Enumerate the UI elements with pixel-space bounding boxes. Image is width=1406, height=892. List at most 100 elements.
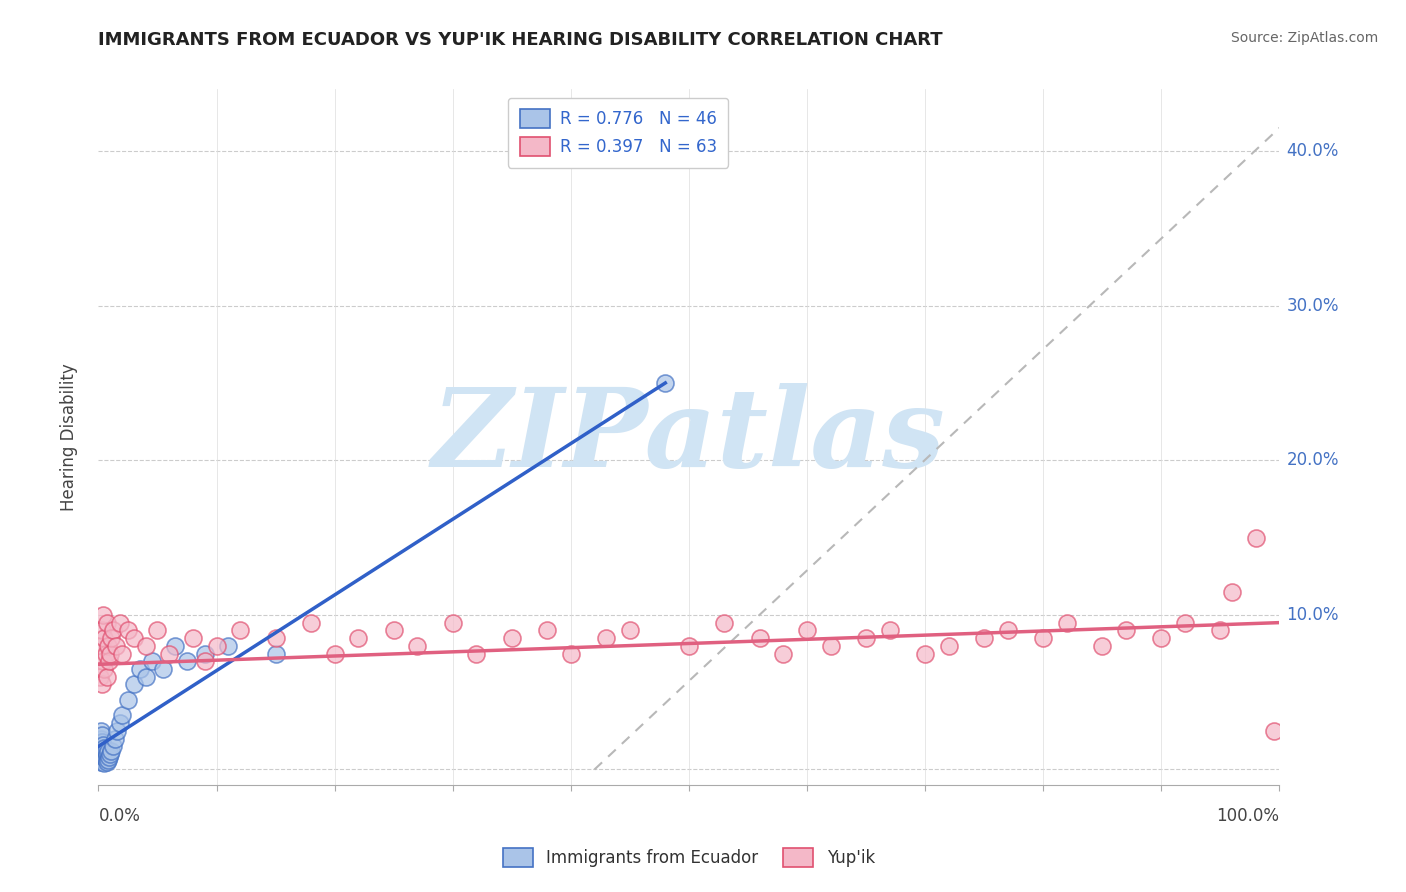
Point: [97, 753, 120, 767]
Point: [997, 624, 1019, 638]
Point: [89, 747, 111, 761]
Point: [90, 731, 112, 746]
Point: [264, 631, 287, 645]
Point: [93, 756, 115, 771]
Text: ZIPatlas: ZIPatlas: [432, 384, 946, 491]
Point: [91, 744, 114, 758]
Point: [595, 631, 617, 645]
Text: 10.0%: 10.0%: [1286, 606, 1339, 624]
Point: [100, 631, 122, 645]
Point: [104, 731, 127, 746]
Point: [194, 654, 217, 668]
Point: [100, 744, 122, 758]
Point: [713, 615, 735, 630]
Point: [93, 740, 115, 755]
Point: [654, 144, 676, 158]
Point: [122, 677, 145, 691]
Point: [98, 654, 121, 668]
Point: [1220, 584, 1243, 599]
Point: [117, 624, 139, 638]
Point: [94, 744, 117, 758]
Point: [938, 639, 960, 653]
Point: [619, 624, 641, 638]
Point: [91, 738, 114, 752]
Point: [97, 639, 120, 653]
Point: [1032, 631, 1054, 645]
Point: [90, 723, 112, 738]
Point: [105, 639, 128, 653]
Point: [501, 631, 523, 645]
Point: [93, 662, 115, 676]
Point: [141, 654, 163, 668]
Point: [91, 677, 114, 691]
Point: [105, 723, 128, 738]
Point: [91, 734, 114, 748]
Point: [1150, 631, 1173, 645]
Point: [1244, 531, 1267, 545]
Point: [135, 670, 157, 684]
Point: [111, 708, 134, 723]
Point: [108, 716, 131, 731]
Point: [1115, 624, 1137, 638]
Point: [90, 739, 112, 754]
Text: 100.0%: 100.0%: [1216, 806, 1279, 824]
Point: [229, 624, 252, 638]
Legend: Immigrants from Ecuador, Yup'ik: Immigrants from Ecuador, Yup'ik: [496, 841, 882, 874]
Point: [89, 734, 111, 748]
Point: [347, 631, 370, 645]
Point: [914, 647, 936, 661]
Point: [98, 647, 121, 661]
Point: [536, 624, 558, 638]
Text: 30.0%: 30.0%: [1286, 297, 1339, 315]
Point: [299, 615, 322, 630]
Point: [157, 647, 180, 661]
Point: [820, 639, 842, 653]
Point: [973, 631, 995, 645]
Point: [382, 624, 405, 638]
Point: [90, 747, 112, 761]
Point: [1263, 723, 1285, 738]
Point: [152, 662, 174, 676]
Point: [1091, 639, 1114, 653]
Point: [91, 753, 114, 767]
Point: [117, 693, 139, 707]
Text: IMMIGRANTS FROM ECUADOR VS YUP'IK HEARING DISABILITY CORRELATION CHART: IMMIGRANTS FROM ECUADOR VS YUP'IK HEARIN…: [98, 31, 943, 49]
Point: [97, 744, 120, 758]
Point: [128, 662, 150, 676]
Text: Source: ZipAtlas.com: Source: ZipAtlas.com: [1230, 31, 1378, 45]
Point: [654, 376, 676, 390]
Point: [89, 744, 111, 758]
Point: [98, 747, 121, 761]
Y-axis label: Hearing Disability: Hearing Disability: [59, 363, 77, 511]
Point: [91, 607, 114, 622]
Point: [194, 647, 217, 661]
Point: [678, 639, 700, 653]
Point: [91, 729, 114, 743]
Point: [96, 747, 118, 761]
Point: [90, 755, 112, 769]
Point: [93, 750, 115, 764]
Point: [560, 647, 582, 661]
Point: [176, 654, 198, 668]
Point: [1174, 615, 1197, 630]
Point: [111, 647, 134, 661]
Point: [406, 639, 429, 653]
Point: [108, 615, 131, 630]
Point: [91, 654, 114, 668]
Point: [96, 615, 118, 630]
Point: [1056, 615, 1078, 630]
Point: [135, 639, 157, 653]
Point: [101, 739, 124, 754]
Point: [91, 747, 114, 761]
Point: [796, 624, 818, 638]
Text: 0.0%: 0.0%: [98, 806, 141, 824]
Point: [96, 670, 118, 684]
Point: [181, 631, 204, 645]
Point: [91, 750, 114, 764]
Point: [98, 750, 121, 764]
Point: [465, 647, 488, 661]
Point: [146, 624, 169, 638]
Point: [879, 624, 901, 638]
Point: [89, 739, 111, 754]
Point: [323, 647, 346, 661]
